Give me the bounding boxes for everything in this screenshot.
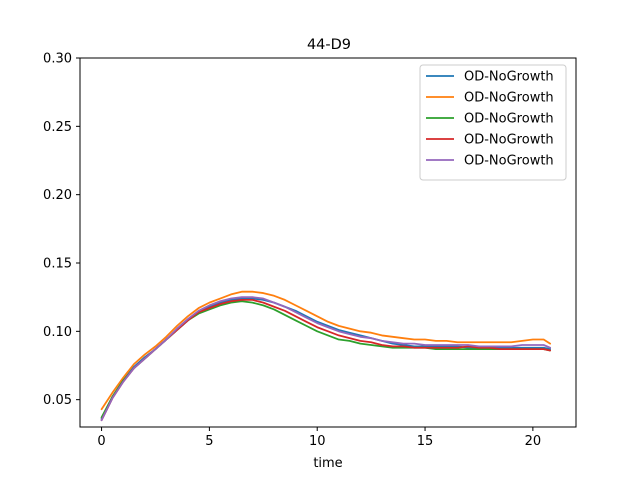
legend-box xyxy=(419,64,567,181)
series-line-5 xyxy=(100,296,552,422)
x-tick-label: 15 xyxy=(417,434,434,449)
series-line-4 xyxy=(100,298,552,422)
axes-layer: 0 5 10 15 20 0.05 0.10 0.15 0.20 0.25 0.30 xyxy=(43,52,577,449)
x-tick-label: 10 xyxy=(309,434,326,449)
y-tick-label: 0.10 xyxy=(43,325,72,340)
y-tick-label: 0.15 xyxy=(43,257,72,272)
x-axis-label: time xyxy=(313,456,342,471)
legend-label-4: OD-NoGrowth xyxy=(464,133,554,148)
y-tick-label: 0.20 xyxy=(43,188,72,203)
y-tick-label: 0.25 xyxy=(43,120,72,135)
x-tick-label: 5 xyxy=(205,434,213,449)
chart-title: 44-D9 xyxy=(307,37,351,53)
legend-label-2: OD-NoGrowth xyxy=(464,91,554,106)
x-tick-label: 0 xyxy=(97,434,105,449)
legend: OD-NoGrowth OD-NoGrowth OD-NoGrowth OD-NoGr… xyxy=(419,64,567,181)
series-line-2 xyxy=(100,290,552,411)
legend-label-5: OD-NoGrowth xyxy=(464,154,554,169)
y-tick-label: 0.05 xyxy=(43,393,72,408)
legend-label-3: OD-NoGrowth xyxy=(464,112,554,127)
series-layer xyxy=(100,290,552,422)
y-tick-label: 0.30 xyxy=(43,52,72,67)
legend-label-1: OD-NoGrowth xyxy=(464,70,554,85)
plot-frame xyxy=(79,57,577,428)
x-tick-label: 20 xyxy=(525,434,542,449)
